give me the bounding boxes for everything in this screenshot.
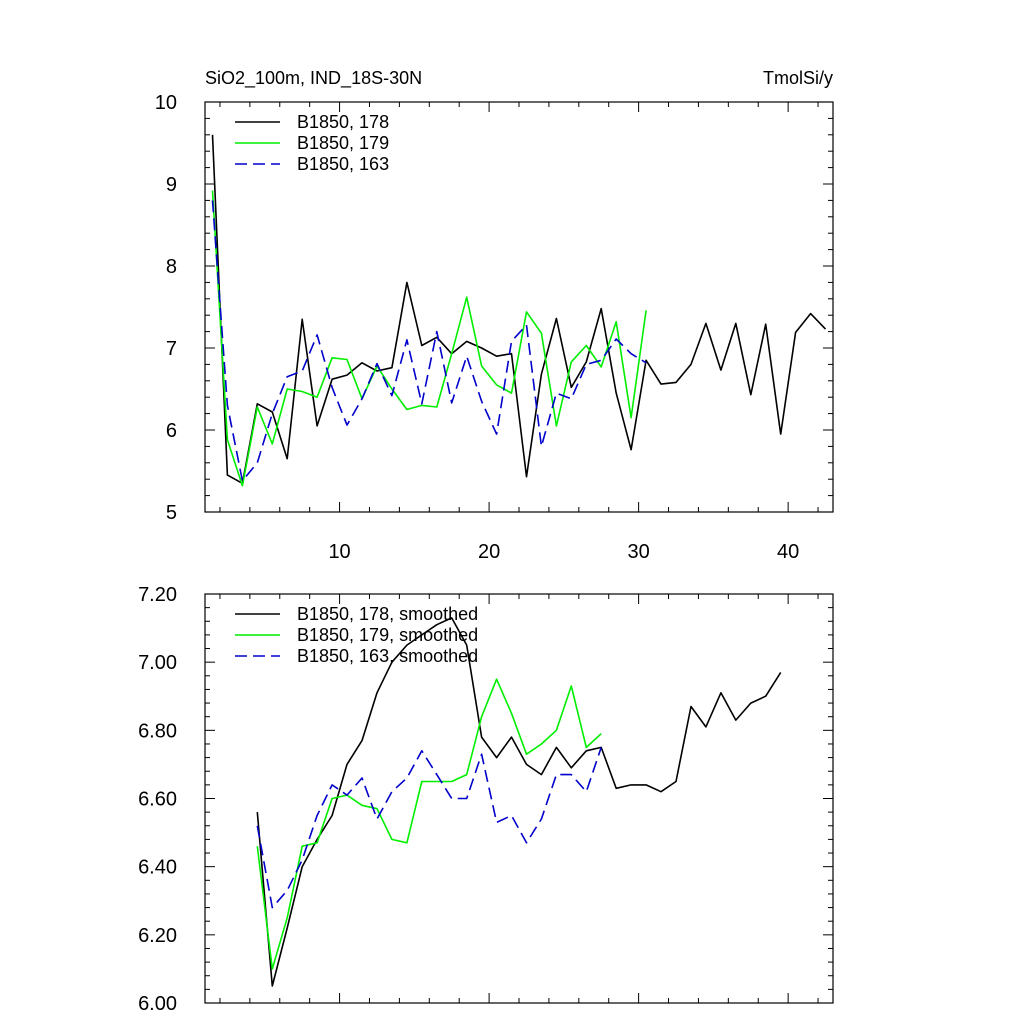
y-tick-label: 6.40 — [138, 857, 177, 879]
series-line-1 — [211, 190, 647, 487]
x-tick-label: 10 — [328, 541, 350, 563]
y-tick-label: 6.80 — [138, 720, 177, 742]
x-tick-label: 30 — [627, 541, 649, 563]
series-line-1 — [256, 678, 602, 970]
legend-label-0: B1850, 178, smoothed — [297, 604, 478, 624]
top-panel: SiO2_100m, IND_18S-30N TmolSi/y 5 6 7 8 9 10 10 2… — [155, 68, 834, 563]
y-tick-label: 7.20 — [138, 584, 177, 606]
chart-title-left: SiO2_100m, IND_18S-30N — [205, 68, 422, 89]
legend-label-2: B1850, 163, smoothed — [297, 646, 478, 666]
y-tick-label: 10 — [155, 92, 177, 114]
y-tick-label: 6.00 — [138, 993, 177, 1015]
legend-label-0: B1850, 178 — [297, 112, 389, 132]
legend-label-1: B1850, 179, smoothed — [297, 625, 478, 645]
series-line-2 — [211, 200, 647, 482]
bottom-panel: 6.00 6.20 6.40 6.60 6.80 7.00 7.20 B1850, 178, … — [138, 584, 834, 1015]
y-tick-label: 9 — [166, 174, 177, 196]
y-tick-label: 7 — [166, 338, 177, 360]
y-tick-label: 8 — [166, 256, 177, 278]
legend-label-2: B1850, 163 — [297, 154, 389, 174]
y-tick-label: 7.00 — [138, 652, 177, 674]
y-tick-label: 6 — [166, 420, 177, 442]
y-tick-label: 5 — [166, 502, 177, 524]
series-line-0 — [256, 617, 782, 987]
chart-units-label: TmolSi/y — [763, 68, 833, 88]
y-tick-label: 6.20 — [138, 925, 177, 947]
legend-label-1: B1850, 179 — [297, 133, 389, 153]
x-tick-label: 40 — [777, 541, 799, 563]
y-tick-label: 6.60 — [138, 789, 177, 811]
series-line-2 — [256, 747, 602, 909]
series-line-0 — [211, 134, 827, 485]
x-tick-label: 20 — [478, 541, 500, 563]
